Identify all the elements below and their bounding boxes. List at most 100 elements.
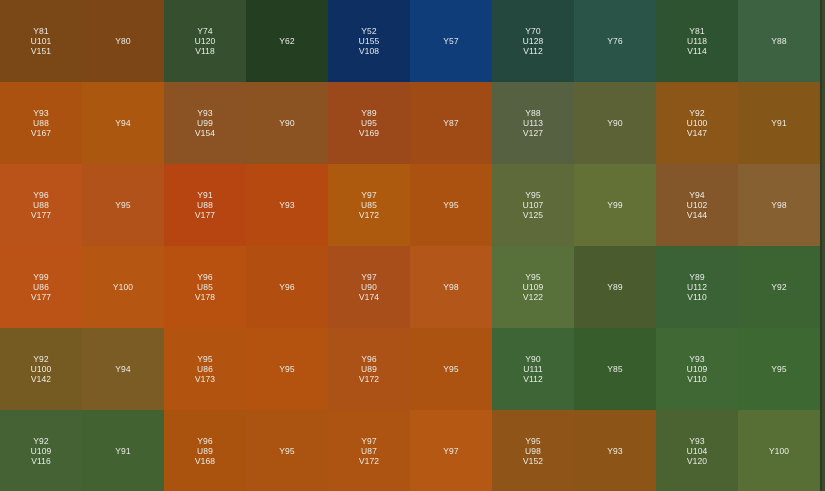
color-cell: Y88 U113 V127: [492, 82, 574, 164]
cell-value-label: U109: [30, 445, 52, 456]
cell-value-label: V118: [195, 46, 215, 56]
color-cell: Y95: [410, 164, 492, 246]
cell-value-label: Y96: [197, 435, 213, 446]
cell-value-label: U107: [522, 200, 544, 210]
cell-value-label: V108: [358, 46, 380, 56]
cell-value-label: V172: [358, 455, 380, 466]
cell-value-label: V144: [686, 210, 708, 220]
cell-value-label: Y98: [771, 200, 787, 210]
cell-value-label: Y97: [443, 445, 459, 456]
cell-value-label: Y90: [525, 354, 541, 364]
color-cell: Y95 U109 V122: [492, 246, 574, 328]
color-cell: Y74 U120 V118: [164, 0, 246, 82]
color-cell: Y96 U88 V177: [0, 164, 82, 246]
cell-value-label: V177: [30, 292, 52, 302]
cell-value-label: Y93: [33, 108, 49, 118]
cell-value-label: Y90: [279, 118, 295, 128]
cell-value-label: U102: [686, 200, 708, 210]
cell-value-label: U86: [197, 364, 213, 374]
cell-value-label: Y95: [525, 272, 541, 282]
color-cell: Y93 U109 V110: [656, 328, 738, 410]
color-cell: Y95: [82, 164, 164, 246]
cell-value-label: V177: [194, 210, 216, 220]
cell-value-label: V110: [687, 292, 707, 302]
color-cell: Y97 U90 V174: [328, 246, 410, 328]
cell-value-label: U88: [33, 118, 49, 128]
color-cell: Y57: [410, 0, 492, 82]
cell-value-label: Y76: [607, 36, 623, 46]
cell-value-label: V173: [194, 374, 216, 384]
color-cell: Y89: [574, 246, 656, 328]
cell-value-label: U99: [197, 118, 213, 128]
cell-value-label: Y95: [771, 364, 787, 374]
cell-value-label: Y93: [279, 200, 295, 210]
cell-value-label: Y81: [689, 26, 705, 36]
cell-value-label: V142: [30, 374, 52, 384]
cell-value-label: U111: [523, 364, 543, 374]
color-cell: Y95 U107 V125: [492, 164, 574, 246]
color-cell: Y89 U95 V169: [328, 82, 410, 164]
cell-value-label: U89: [361, 364, 377, 374]
cell-value-label: V116: [31, 455, 51, 466]
cell-value-label: Y95: [115, 200, 131, 210]
color-cell: Y90: [246, 82, 328, 164]
cell-value-label: U89: [197, 445, 213, 456]
cell-value-label: Y92: [33, 435, 49, 446]
color-cell: Y81 U101 V151: [0, 0, 82, 82]
color-cell: Y96 U89 V168: [164, 410, 246, 491]
cell-value-label: Y94: [115, 118, 131, 128]
color-cell: Y93 U99 V154: [164, 82, 246, 164]
color-cell: Y98: [738, 164, 820, 246]
color-cell: Y93 U104 V120: [656, 410, 738, 491]
color-cell: Y70 U128 V112: [492, 0, 574, 82]
color-cell: Y95 U86 V173: [164, 328, 246, 410]
cell-value-label: U109: [686, 364, 708, 374]
color-cell: Y99 U86 V177: [0, 246, 82, 328]
cell-value-label: U128: [522, 36, 544, 46]
color-cell: Y92 U100 V142: [0, 328, 82, 410]
cell-value-label: Y91: [115, 445, 131, 456]
color-cell: Y76: [574, 0, 656, 82]
color-cell: Y97 U85 V172: [328, 164, 410, 246]
color-cell: Y99: [574, 164, 656, 246]
cell-value-label: Y98: [443, 282, 459, 292]
cell-value-label: Y96: [33, 190, 49, 200]
color-cell: Y95: [410, 328, 492, 410]
color-cell: Y95: [246, 410, 328, 491]
cell-value-label: Y88: [771, 36, 787, 46]
cell-value-label: V172: [358, 374, 380, 384]
color-cell: Y93: [574, 410, 656, 491]
cell-value-label: Y93: [689, 435, 705, 446]
cell-value-label: Y85: [607, 364, 623, 374]
cell-value-label: Y92: [33, 354, 49, 364]
cell-value-label: V127: [522, 128, 544, 138]
color-cell: Y95: [738, 328, 820, 410]
cell-value-label: U104: [686, 445, 708, 456]
color-cell: Y92 U109 V116: [0, 410, 82, 491]
cell-value-label: Y89: [607, 282, 623, 292]
cell-value-label: Y96: [279, 282, 295, 292]
color-cell: Y93 U88 V167: [0, 82, 82, 164]
cell-value-label: Y70: [525, 26, 541, 36]
cell-value-label: Y90: [607, 118, 623, 128]
cell-value-label: U98: [525, 445, 541, 456]
cell-value-label: V168: [194, 455, 216, 466]
color-cell: Y89 U112 V110: [656, 246, 738, 328]
cell-value-label: Y94: [689, 190, 705, 200]
color-cell: Y90 U111 V112: [492, 328, 574, 410]
cell-value-label: U109: [522, 282, 544, 292]
cell-value-label: Y99: [607, 200, 623, 210]
color-cell: Y52 U155 V108: [328, 0, 410, 82]
color-cell: Y95 U98 V152: [492, 410, 574, 491]
cell-value-label: U100: [686, 118, 708, 128]
cell-value-label: Y96: [197, 272, 213, 282]
cell-value-label: V112: [523, 374, 543, 384]
color-cell: Y91: [82, 410, 164, 491]
cell-value-label: Y89: [361, 108, 377, 118]
cell-value-label: U112: [686, 282, 708, 292]
cell-value-label: Y97: [361, 272, 377, 282]
cell-value-label: Y93: [689, 354, 705, 364]
color-cell: Y92: [738, 246, 820, 328]
color-cell: Y88: [738, 0, 820, 82]
color-cell: Y96 U89 V172: [328, 328, 410, 410]
